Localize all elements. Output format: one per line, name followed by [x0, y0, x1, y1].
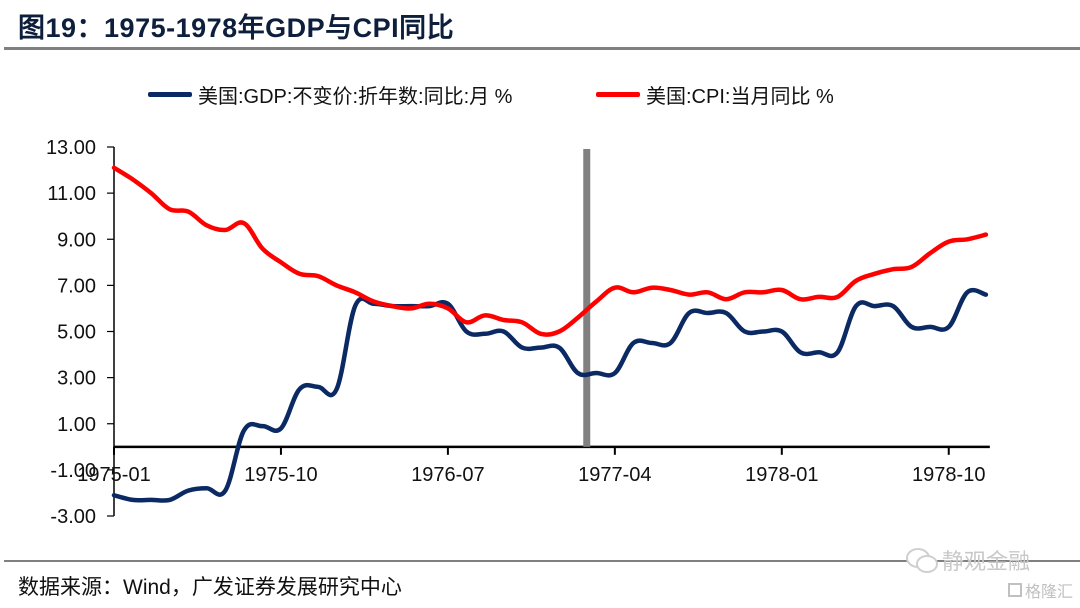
x-tick-label: 1975-01 — [77, 464, 150, 486]
title-divider — [4, 47, 1080, 50]
legend-swatch-cpi — [596, 92, 640, 97]
watermark-text: 静观金融 — [942, 549, 1031, 574]
y-tick-label: 1.00 — [57, 414, 96, 436]
chart-title: 图19：1975-1978年GDP与CPI同比 — [18, 13, 455, 43]
legend-label-cpi: 美国:CPI:当月同比 % — [646, 86, 834, 108]
watermark: 静观金融 — [906, 544, 1030, 576]
y-tick-label: 3.00 — [57, 368, 96, 390]
legend-item-cpi: 美国:CPI:当月同比 % — [596, 80, 834, 109]
x-tick-label: 1978-01 — [745, 464, 818, 486]
watermark-secondary: 格隆汇 — [1008, 578, 1073, 602]
y-tick-label: 11.00 — [47, 183, 96, 205]
vertical-marker-line — [583, 149, 591, 447]
x-tick-label: 1975-10 — [244, 464, 317, 486]
x-tick-label: 1976-07 — [411, 464, 484, 486]
gelonghui-logo-icon — [1008, 583, 1022, 597]
y-axis: 13.00 11.00 9.00 7.00 5.00 3.00 1.00 -1.00 -3.00 — [46, 137, 115, 528]
series-group — [111, 165, 989, 503]
watermark-secondary-text: 格隆汇 — [1025, 584, 1074, 601]
series-line-gdp — [111, 287, 989, 503]
x-tick-label: 1978-10 — [912, 464, 985, 486]
data-source: 数据来源：Wind，广发证券发展研究中心 — [18, 576, 402, 599]
legend-item-gdp: 美国:GDP:不变价:折年数:同比:月 % — [148, 80, 512, 109]
wechat-icon — [906, 548, 938, 573]
series-line-cpi — [111, 165, 989, 337]
chart-legend: 美国:GDP:不变价:折年数:同比:月 % 美国:CPI:当月同比 % — [0, 80, 1080, 110]
source-divider — [4, 560, 1080, 562]
y-tick-label: 7.00 — [57, 275, 96, 297]
annotations — [583, 149, 591, 447]
legend-label-gdp: 美国:GDP:不变价:折年数:同比:月 % — [198, 86, 513, 108]
y-tick-label: -3.00 — [50, 506, 96, 528]
y-tick-label: 13.00 — [46, 137, 96, 159]
x-tick-label: 1977-04 — [578, 464, 651, 486]
y-tick-label: 5.00 — [57, 322, 96, 344]
legend-swatch-gdp — [148, 92, 192, 97]
y-tick-label: 9.00 — [57, 229, 96, 251]
y-tick-label: -1.00 — [50, 460, 96, 482]
x-axis: 1975-01 1975-10 1976-07 1977-04 1978-01 1978-… — [77, 445, 990, 486]
